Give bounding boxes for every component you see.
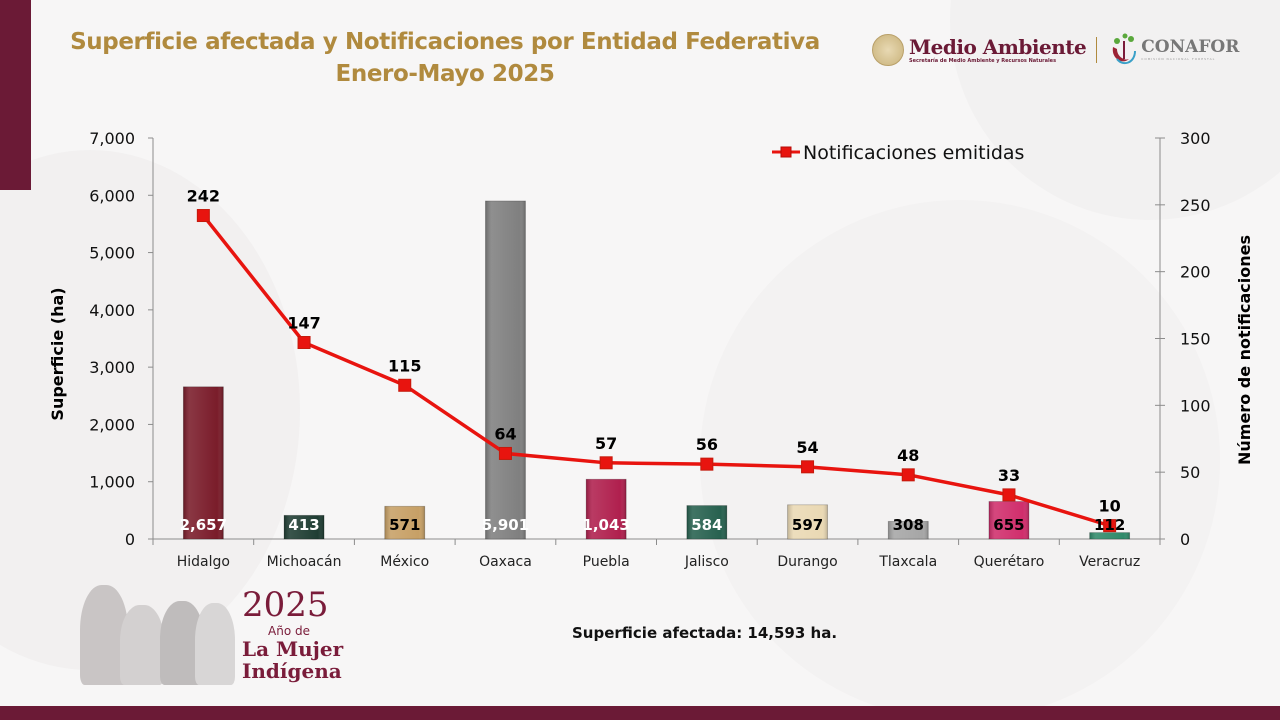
bar-value-label: 571	[389, 516, 420, 534]
line-value-label: 33	[998, 466, 1020, 485]
line-value-label: 10	[1099, 497, 1121, 516]
x-tick-label: México	[380, 554, 429, 570]
bar-shading	[284, 515, 325, 539]
y2-tick-label: 250	[1180, 196, 1211, 215]
line-marker	[599, 456, 613, 470]
x-tick-label: Tlaxcala	[878, 554, 937, 570]
year-text: 2025	[242, 585, 329, 625]
indigenous-women-illustration	[70, 580, 235, 685]
x-tick-label: Querétaro	[974, 554, 1045, 570]
x-tick-label: Jalisco	[684, 554, 729, 570]
indigena-text: Indígena	[242, 659, 342, 683]
bar-value-label: 655	[993, 516, 1024, 534]
y-tick-label: 5,000	[89, 244, 135, 263]
bar-value-label: 584	[691, 516, 722, 534]
line-value-label: 57	[595, 434, 617, 453]
mujer-indigena-logo: 2025 Año de La Mujer Indígena	[70, 580, 350, 690]
line-marker	[801, 460, 815, 474]
line-marker	[1103, 519, 1117, 533]
legend-square-marker	[780, 146, 792, 158]
x-tick-label: Veracruz	[1079, 554, 1140, 570]
brand-side-bar	[0, 0, 31, 190]
y-tick-label: 7,000	[89, 129, 135, 148]
notifications-line	[201, 214, 1111, 528]
medio-ambiente-logo: Medio Ambiente Secretaría de Medio Ambie…	[909, 34, 1087, 65]
y2-tick-label: 200	[1180, 263, 1211, 282]
y2-axis-label: Número de notificaciones	[1235, 235, 1254, 465]
brand-bottom-bar	[0, 706, 1280, 720]
line-value-label: 54	[796, 438, 818, 457]
title-line-2: Enero-Mayo 2025	[335, 61, 555, 87]
mujer-text: La Mujer	[242, 637, 344, 661]
x-tick-label: Oaxaca	[479, 554, 532, 570]
line-marker	[700, 457, 714, 471]
medio-ambiente-text: Medio Ambiente	[909, 34, 1087, 59]
bar-value-label: 2,657	[180, 516, 227, 534]
bar-value-label: 112	[1094, 516, 1125, 534]
y-tick-label: 3,000	[89, 358, 135, 377]
x-tick-label: Michoacán	[267, 554, 342, 570]
year-subtitle: Año de	[268, 624, 310, 638]
bar-shading	[888, 521, 929, 539]
y-tick-label: 0	[125, 530, 135, 549]
line-marker	[398, 378, 412, 392]
legend-label: Notificaciones emitidas	[803, 142, 1024, 164]
y-axis-label: Superficie (ha)	[48, 287, 67, 420]
y-tick-label: 2,000	[89, 415, 135, 434]
conafor-tree-icon	[1107, 33, 1141, 67]
header-logos: Medio Ambiente Secretaría de Medio Ambie…	[872, 30, 1239, 70]
y-tick-label: 4,000	[89, 301, 135, 320]
y-tick-label: 1,000	[89, 473, 135, 492]
line-value-label: 64	[494, 424, 516, 443]
bar-shading	[787, 504, 828, 539]
bar-shading	[183, 386, 224, 539]
bar-shading	[384, 506, 425, 539]
line-marker	[498, 446, 512, 460]
bar-shading	[485, 200, 526, 539]
bar-shading	[1089, 532, 1130, 539]
line-value-label: 242	[187, 187, 220, 206]
medio-ambiente-subtitle: Secretaría de Medio Ambiente y Recursos …	[909, 57, 1057, 64]
bar-value-label: 308	[893, 516, 924, 534]
bar-value-label: 5,901	[482, 516, 529, 534]
line-marker	[196, 209, 210, 223]
line-value-label: 56	[696, 435, 718, 454]
bar-value-label: 1,043	[582, 516, 629, 534]
bar-value-label: 413	[288, 516, 319, 534]
conafor-text: CONAFOR	[1141, 37, 1240, 57]
total-surface-label: Superficie afectada: 14,593 ha.	[572, 624, 838, 642]
line-value-label: 115	[388, 356, 421, 375]
line-value-label: 48	[897, 446, 919, 465]
y2-tick-label: 50	[1180, 463, 1200, 482]
line-marker	[1002, 488, 1016, 502]
title-line-1: Superficie afectada y Notificaciones por…	[70, 29, 820, 55]
bar-shading	[586, 479, 627, 539]
logo-divider	[1096, 37, 1098, 63]
line-value-label: 147	[287, 314, 320, 333]
y-tick-label: 6,000	[89, 186, 135, 205]
bar-shading	[988, 501, 1029, 539]
page-title: Superficie afectada y Notificaciones por…	[0, 26, 890, 90]
conafor-subtitle: COMISIÓN NACIONAL FORESTAL	[1141, 57, 1216, 61]
background-decoration	[700, 200, 1220, 720]
line-marker	[901, 468, 915, 482]
bar-value-label: 597	[792, 516, 823, 534]
x-tick-label: Hidalgo	[177, 554, 230, 570]
x-tick-label: Puebla	[583, 554, 630, 570]
conafor-logo: CONAFOR COMISIÓN NACIONAL FORESTAL	[1141, 38, 1239, 62]
y2-tick-label: 100	[1180, 396, 1211, 415]
y2-tick-label: 150	[1180, 330, 1211, 349]
bar-shading	[686, 505, 727, 539]
line-marker	[297, 336, 311, 350]
chart-legend: Notificaciones emitidas	[772, 142, 1024, 164]
y2-tick-label: 0	[1180, 530, 1190, 549]
y2-tick-label: 300	[1180, 129, 1211, 148]
mexico-seal-icon	[872, 34, 904, 66]
x-tick-label: Durango	[777, 554, 837, 570]
